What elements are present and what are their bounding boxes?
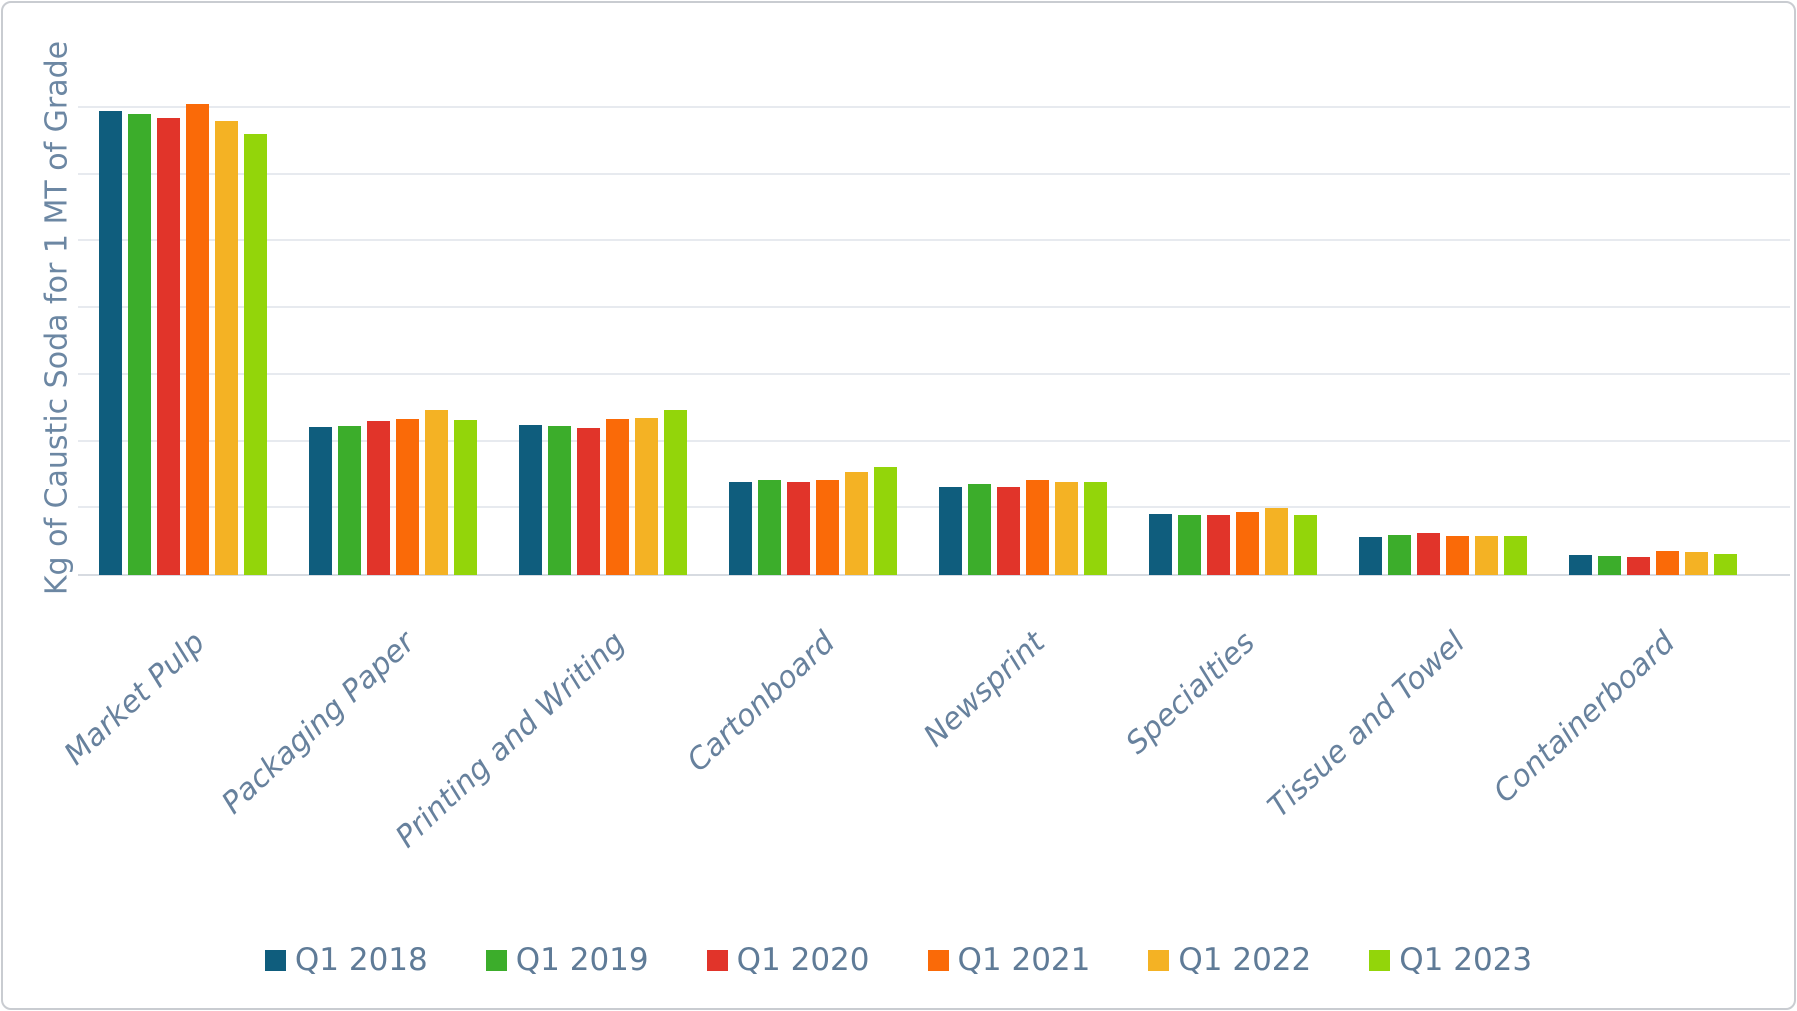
bar — [309, 426, 332, 575]
bar — [787, 481, 810, 575]
x-axis-line — [78, 574, 1790, 576]
bar — [338, 426, 361, 575]
legend-swatch — [706, 949, 728, 971]
bar — [1656, 550, 1679, 575]
bar — [1475, 535, 1498, 575]
bar — [1569, 554, 1592, 575]
y-axis-title: Kg of Caustic Soda for 1 MT of Grade — [39, 40, 75, 596]
bar — [454, 420, 477, 575]
legend: Q1 2018 Q1 2019 Q1 2020 Q1 2021 Q1 2022 Q1 20… — [0, 942, 1797, 978]
bar — [1149, 513, 1172, 575]
bar — [1417, 532, 1440, 575]
legend-label: Q1 2020 — [736, 942, 870, 978]
bar-group-printing-and-writing — [498, 41, 708, 575]
bar — [244, 134, 267, 575]
gridline — [78, 372, 1790, 375]
legend-swatch — [485, 949, 507, 971]
bar — [1627, 556, 1650, 575]
legend-item: Q1 2019 — [485, 942, 649, 978]
bar — [1207, 514, 1230, 575]
x-axis-label: Market Pulp — [57, 625, 212, 773]
gridline — [78, 172, 1790, 175]
bar — [874, 466, 897, 575]
bar — [396, 418, 419, 575]
legend-swatch — [264, 949, 286, 971]
gridline — [78, 439, 1790, 442]
bar — [845, 471, 868, 575]
x-axis-label: Specialties — [1119, 625, 1262, 762]
bar — [1598, 555, 1621, 575]
bar — [729, 481, 752, 575]
x-axis-label: Packaging Paper — [215, 625, 422, 822]
bar-group-specialties — [1128, 41, 1338, 575]
legend-swatch — [1148, 949, 1170, 971]
gridline — [78, 506, 1790, 509]
bar — [1504, 535, 1527, 575]
legend-swatch — [1369, 949, 1391, 971]
bar — [939, 486, 962, 575]
x-axis-label: Newsprint — [917, 625, 1052, 754]
legend-label: Q1 2018 — [294, 942, 428, 978]
bar — [1055, 481, 1078, 575]
bar — [577, 428, 600, 575]
bar — [1236, 511, 1259, 575]
bar — [606, 419, 629, 575]
bar — [635, 418, 658, 575]
legend-label: Q1 2023 — [1399, 942, 1533, 978]
bar — [1084, 481, 1107, 575]
bar — [548, 426, 571, 575]
bar — [99, 111, 122, 575]
bar — [367, 421, 390, 575]
bar — [425, 410, 448, 575]
bar — [519, 425, 542, 575]
legend-item: Q1 2022 — [1148, 942, 1311, 978]
bar — [1446, 535, 1469, 575]
gridline — [78, 105, 1790, 108]
bar — [1714, 553, 1737, 575]
bar — [1359, 536, 1382, 575]
bar — [1178, 514, 1201, 575]
bar — [1265, 508, 1288, 575]
legend-label: Q1 2021 — [957, 942, 1091, 978]
bar-group-newsprint — [918, 41, 1128, 575]
legend-swatch — [927, 949, 949, 971]
bar — [157, 117, 180, 575]
x-axis-label: Cartonboard — [680, 625, 842, 779]
bar — [758, 479, 781, 575]
x-axis-label: Printing and Writing — [389, 625, 632, 855]
bar — [1388, 534, 1411, 575]
x-axis-label: Containerboard — [1487, 625, 1682, 811]
bar-group-containerboard — [1548, 41, 1758, 575]
bar — [186, 104, 209, 575]
bar-group-packaging-paper — [288, 41, 498, 575]
gridline — [78, 306, 1790, 308]
legend-item: Q1 2023 — [1369, 942, 1532, 978]
bar — [968, 484, 991, 575]
bar-group-market-pulp — [78, 41, 288, 575]
bar — [128, 114, 151, 575]
x-axis-label: Tissue and Towel — [1261, 625, 1472, 825]
gridline — [78, 239, 1790, 242]
bar — [215, 121, 238, 575]
plot-area — [78, 41, 1790, 576]
bar — [1685, 551, 1708, 575]
bar — [1026, 480, 1049, 575]
bar — [997, 486, 1020, 575]
bar — [816, 479, 839, 575]
bar-group-tissue-and-towel — [1338, 41, 1548, 575]
legend-item: Q1 2020 — [706, 942, 870, 978]
legend-label: Q1 2019 — [515, 942, 649, 978]
legend-label: Q1 2022 — [1178, 942, 1312, 978]
bar-groups — [78, 41, 1758, 575]
legend-item: Q1 2021 — [927, 942, 1091, 978]
bar — [664, 410, 687, 575]
bar — [1294, 514, 1317, 575]
bar-group-cartonboard — [708, 41, 918, 575]
legend-item: Q1 2018 — [264, 942, 428, 978]
